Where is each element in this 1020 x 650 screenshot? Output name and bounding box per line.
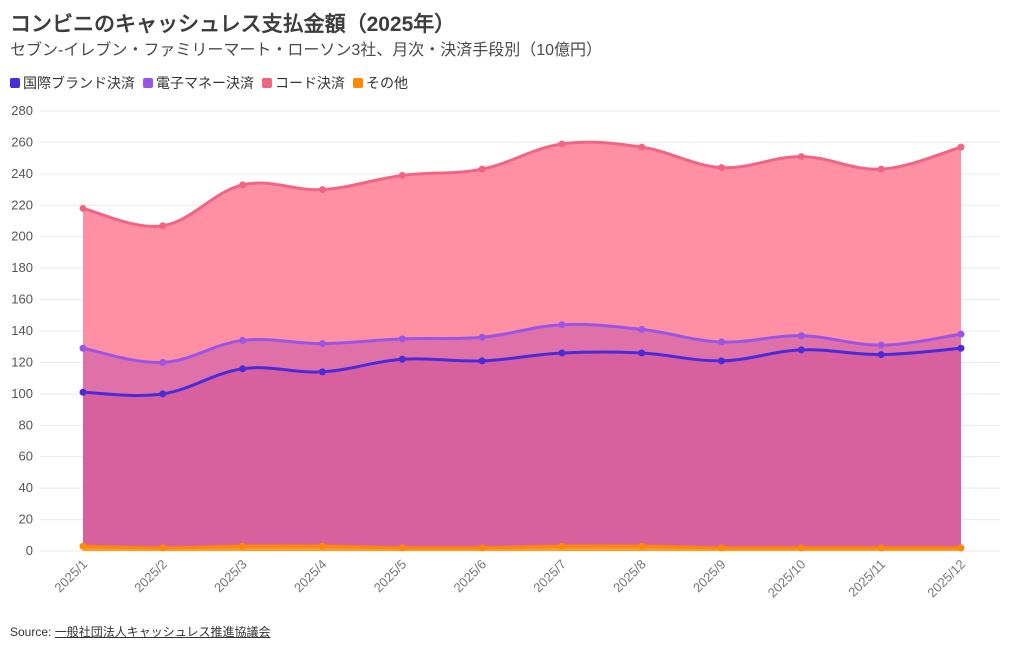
point-other [638,542,646,550]
legend-item-other[interactable]: その他 [353,73,408,93]
legend-swatch [143,78,153,88]
point-e-money [558,321,566,329]
point-other [159,544,167,552]
source-prefix: Source: [10,625,55,639]
y-tick-label: 120 [11,354,33,369]
point-code-payment [797,153,805,161]
x-tick-label: 2025/3 [211,557,250,596]
point-international-brand [159,390,167,398]
y-tick-label: 160 [11,292,33,307]
point-e-money [79,344,87,352]
point-other [558,542,566,550]
point-code-payment [718,164,726,172]
legend-label: その他 [366,75,408,91]
point-other [398,544,406,552]
point-e-money [478,333,486,341]
y-tick-label: 280 [11,103,33,118]
y-tick-label: 180 [11,260,33,275]
point-e-money [318,340,326,348]
x-tick-label: 2025/7 [530,557,569,596]
point-other [797,544,805,552]
x-tick-label: 2025/5 [371,557,410,596]
point-e-money [877,341,885,349]
point-e-money [398,335,406,343]
y-tick-label: 100 [11,386,33,401]
point-other [957,544,965,552]
legend-item-e-money[interactable]: 電子マネー決済 [143,73,254,93]
point-other [239,542,247,550]
legend-swatch [353,78,363,88]
legend-label: 国際ブランド決済 [23,75,135,91]
y-tick-label: 80 [19,417,33,432]
x-tick-label: 2025/11 [845,557,888,600]
legend-item-code-payment[interactable]: コード決済 [262,73,345,93]
x-tick-label: 2025/2 [131,557,170,596]
y-tick-label: 0 [26,543,33,558]
point-e-money [159,358,167,366]
x-tick-label: 2025/9 [690,557,729,596]
legend-swatch [10,78,20,88]
point-other [718,544,726,552]
point-international-brand [718,357,726,365]
y-tick-label: 20 [19,512,33,527]
point-code-payment [159,222,167,230]
point-international-brand [398,355,406,363]
line-other [82,544,961,550]
stacked-area-chart: 0 20 40 60 80 100 120 140 160 180 200 220 240 260 280 2… [11,103,1000,601]
point-international-brand [797,346,805,354]
chart-subtitle: セブン-イレブン・ファミリーマート・ローソン3社、月次・決済手段別（10億円） [10,42,603,59]
point-code-payment [398,171,406,179]
legend-item-international-brand[interactable]: 国際ブランド決済 [10,73,135,93]
line-code-payment [82,140,962,228]
point-code-payment [318,186,326,194]
point-international-brand [638,349,646,357]
point-e-money [718,338,726,346]
source-note: Source: 一般社団法人キャッシュレス推進協議会 [10,623,270,640]
legend: 国際ブランド決済 電子マネー決済 コード決済 その他 [10,73,416,93]
point-international-brand [558,349,566,357]
area-international-brand [83,348,961,551]
x-tick-label: 2025/10 [765,557,809,601]
point-international-brand [478,357,486,365]
point-other [79,542,87,550]
point-other [478,544,486,552]
point-code-payment [638,143,646,151]
point-international-brand [239,365,247,373]
y-tick-label: 220 [11,197,33,212]
legend-label: コード決済 [275,75,345,91]
point-international-brand [957,344,965,352]
y-tick-label: 240 [11,166,33,181]
point-e-money [957,330,965,338]
x-tick-label: 2025/4 [291,557,330,596]
y-tick-label: 40 [19,480,33,495]
y-tick-label: 140 [11,323,33,338]
chart-title: コンビニのキャッシュレス支払金額（2025年） [10,13,456,36]
x-tick-label: 2025/8 [610,557,649,596]
point-other [877,544,885,552]
point-code-payment [957,143,965,151]
legend-swatch [262,78,272,88]
legend-label: 電子マネー決済 [156,75,254,91]
y-tick-label: 260 [11,134,33,149]
x-tick-label: 2025/1 [51,557,90,596]
point-e-money [797,332,805,340]
point-international-brand [318,368,326,376]
point-international-brand [79,388,87,396]
point-e-money [239,336,247,344]
point-international-brand [877,351,885,359]
point-other [318,542,326,550]
point-code-payment [478,165,486,173]
y-tick-label: 200 [11,229,33,244]
point-code-payment [877,165,885,173]
line-e-money [82,322,962,364]
x-tick-label: 2025/6 [450,557,489,596]
point-code-payment [558,140,566,148]
source-link[interactable]: 一般社団法人キャッシュレス推進協議会 [54,625,271,639]
point-code-payment [239,181,247,189]
point-e-money [638,325,646,333]
y-tick-label: 60 [19,449,33,464]
point-code-payment [79,204,87,212]
x-tick-label: 2025/12 [924,557,968,601]
